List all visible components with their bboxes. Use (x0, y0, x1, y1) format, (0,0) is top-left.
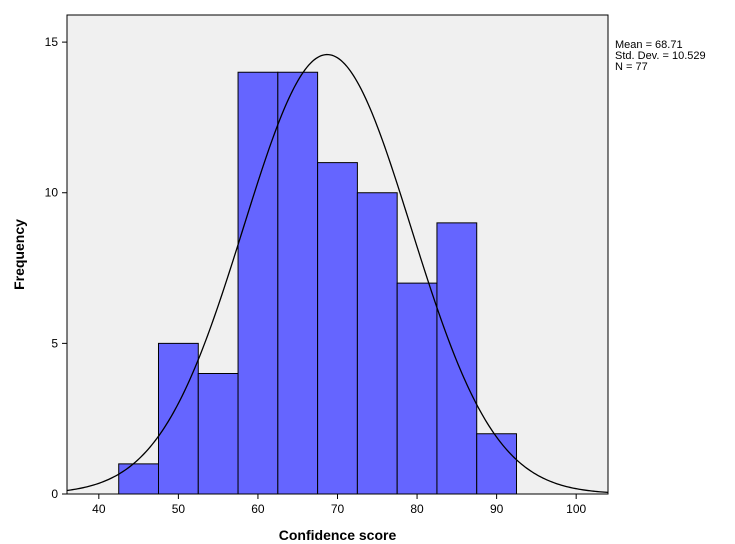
histogram-bar (237, 71, 279, 495)
stat-std-dev: Std. Dev. = 10.529 (615, 50, 706, 62)
histogram-bar (356, 192, 398, 495)
histogram-bar (197, 372, 239, 495)
x-tick-label: 80 (410, 502, 424, 516)
histogram-bar (118, 463, 159, 495)
y-axis-title: Frequency (11, 219, 27, 290)
histogram-bar (476, 433, 518, 495)
stats-box: Mean = 68.71 Std. Dev. = 10.529 N = 77 (615, 39, 706, 73)
histogram-bar (277, 71, 319, 495)
x-tick-label: 70 (331, 502, 345, 516)
y-tick-label: 5 (51, 336, 58, 350)
x-axis-title: Confidence score (279, 527, 397, 543)
x-tick-label: 50 (172, 502, 186, 516)
x-tick-label: 90 (490, 502, 504, 516)
y-tick-label: 15 (45, 35, 59, 49)
stat-n: N = 77 (615, 61, 648, 73)
bars-group (118, 71, 518, 495)
stat-mean: Mean = 68.71 (615, 39, 683, 51)
histogram-bar (157, 342, 199, 495)
normal-curve (66, 53, 609, 494)
x-tick-label: 40 (92, 502, 106, 516)
histogram-bar (396, 282, 438, 495)
x-axis: 40 50 60 70 80 90 100 (92, 494, 587, 516)
histogram-bar (436, 222, 478, 495)
x-tick-label: 100 (566, 502, 586, 516)
histogram-bar (317, 162, 358, 495)
y-tick-label: 10 (45, 186, 59, 200)
x-tick-label: 60 (251, 502, 265, 516)
y-axis: 0 5 10 15 (45, 35, 67, 501)
y-tick-label: 0 (51, 487, 58, 501)
